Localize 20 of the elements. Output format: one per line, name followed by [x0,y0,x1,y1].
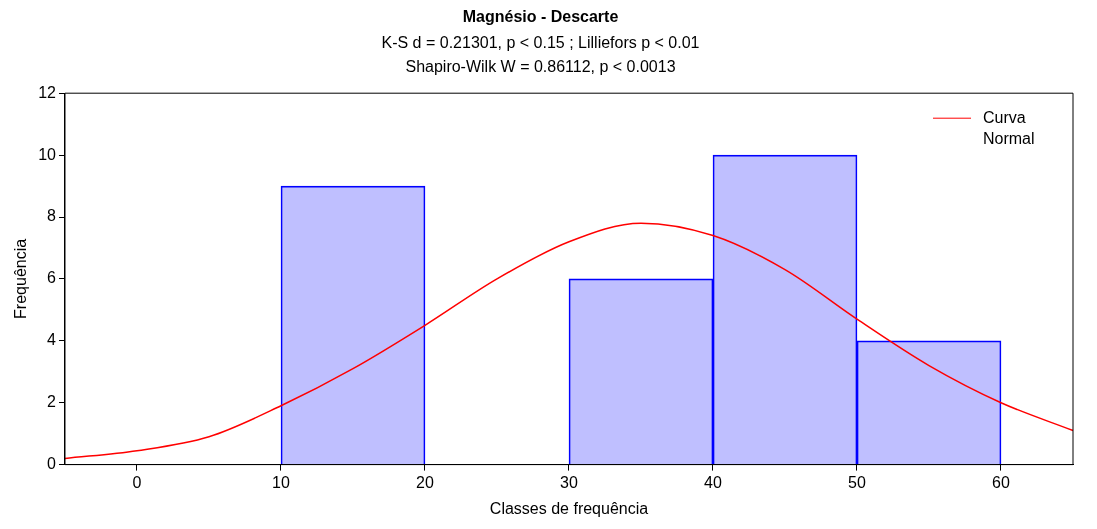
x-tick-label: 40 [704,473,722,491]
y-tick-label: 4 [47,331,57,349]
chart-title: Magnésio - Descarte [462,8,619,26]
y-axis-title: Frequência [12,238,30,319]
y-tick-label: 12 [38,83,57,101]
chart-subtitle: K-S d = 0.21301, p < 0.15 ; Lilliefors p < 0.01 Shapiro-Wilk W = 0.86112, p < 0.0013 [381,33,700,75]
x-axis-title: Classes de frequência [489,499,649,517]
y-tick-label: 0 [47,455,57,473]
x-tick-label: 20 [416,473,434,491]
x-tick-label: 60 [992,473,1010,491]
y-tick-label: 10 [38,145,57,163]
line-series [64,222,1074,460]
x-tick-label: 50 [848,473,866,491]
y-tick-label: 6 [47,269,57,287]
y-tick-label: 2 [47,393,57,411]
y-tick-label: 8 [47,207,57,225]
legend-label: Curva Normal [983,108,1035,147]
x-tick-label: 30 [560,473,578,491]
x-tick-label: 10 [272,473,290,491]
x-tick-label: 0 [132,473,142,491]
